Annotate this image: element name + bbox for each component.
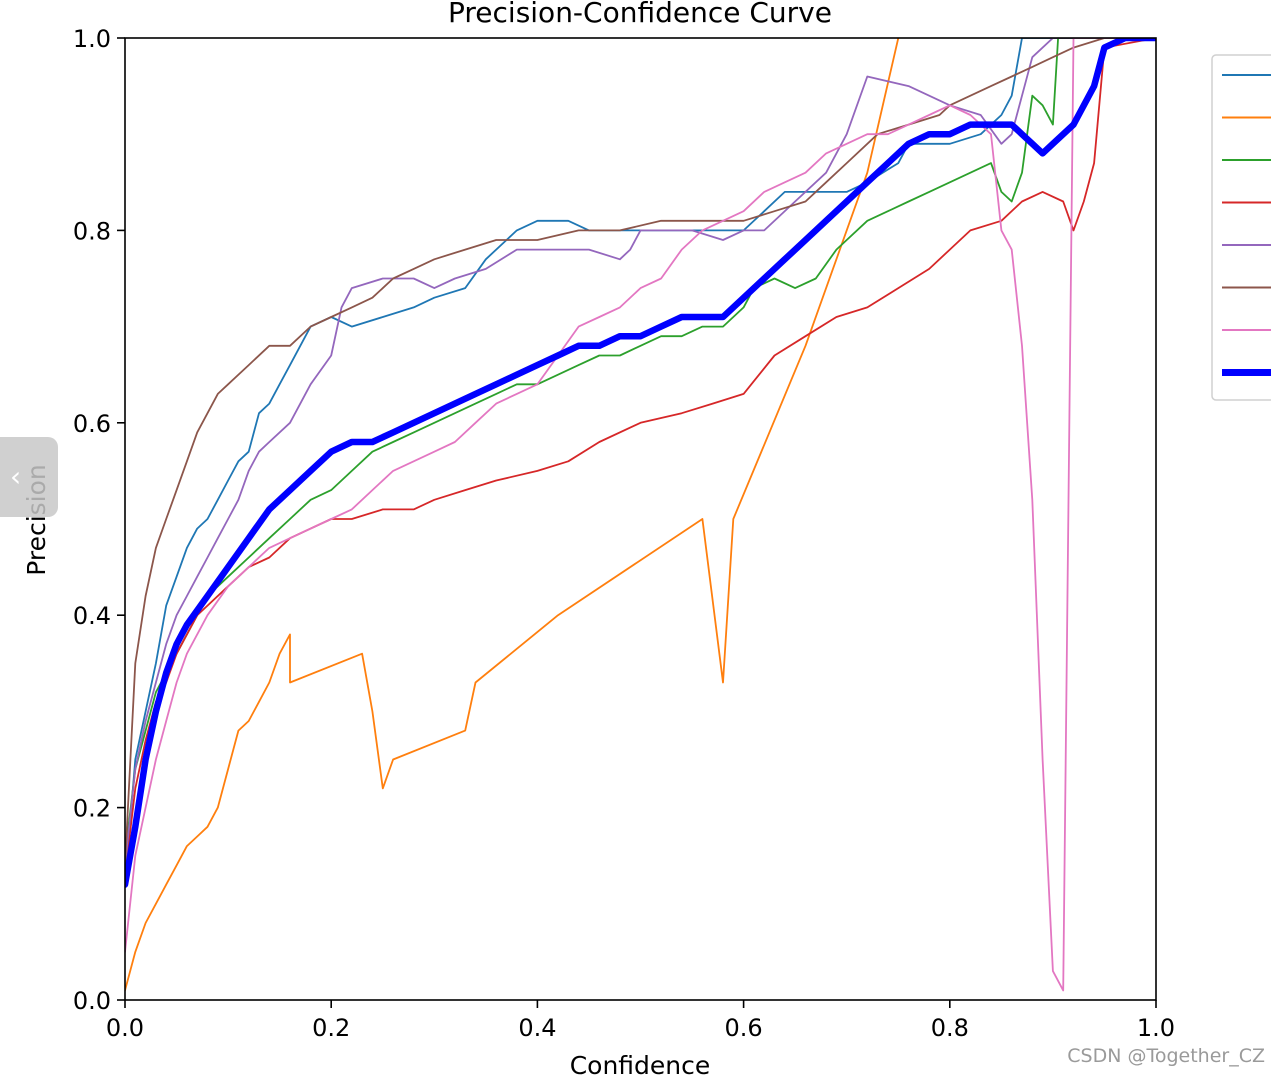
y-tick-label: 0.8 xyxy=(73,217,111,245)
series-line-6 xyxy=(125,38,1156,867)
collapse-side-tab[interactable]: ‹ xyxy=(0,437,58,517)
watermark: CSDN @Together_CZ xyxy=(1067,1045,1265,1067)
x-tick-label: 0.6 xyxy=(725,1014,763,1042)
series-line-1 xyxy=(125,38,1156,886)
series-line-2 xyxy=(125,38,900,992)
y-tick-label: 0.6 xyxy=(73,410,111,438)
chevron-left-icon: ‹ xyxy=(10,460,22,493)
tick-layer: 0.0 0.2 0.4 0.6 0.8 1.0 0.0 0.2 0.4 0.6 0.8 1.0 xyxy=(73,25,1175,1042)
x-tick-label: 0.8 xyxy=(931,1014,969,1042)
legend xyxy=(1211,54,1271,401)
x-tick-label: 0.2 xyxy=(312,1014,350,1042)
series-line-5 xyxy=(125,38,1156,867)
y-tick-label: 0.4 xyxy=(73,602,111,630)
series-line-7 xyxy=(125,38,1156,992)
x-tick-label: 0.4 xyxy=(518,1014,556,1042)
series-line-3 xyxy=(125,38,1156,857)
x-tick-label: 0.0 xyxy=(106,1014,144,1042)
legend-box xyxy=(1211,54,1271,401)
series-layer xyxy=(125,38,1156,992)
x-tick-label: 1.0 xyxy=(1137,1014,1175,1042)
series-line-8 xyxy=(125,38,1156,888)
x-axis-title: Confidence xyxy=(570,1051,711,1076)
y-tick-label: 0.2 xyxy=(73,795,111,823)
chart-title: Precision-Confidence Curve xyxy=(448,0,832,29)
series-line-4 xyxy=(125,38,1156,876)
plot-frame xyxy=(124,37,1157,1001)
y-tick-label: 0.0 xyxy=(73,987,111,1015)
y-tick-label: 1.0 xyxy=(73,25,111,53)
